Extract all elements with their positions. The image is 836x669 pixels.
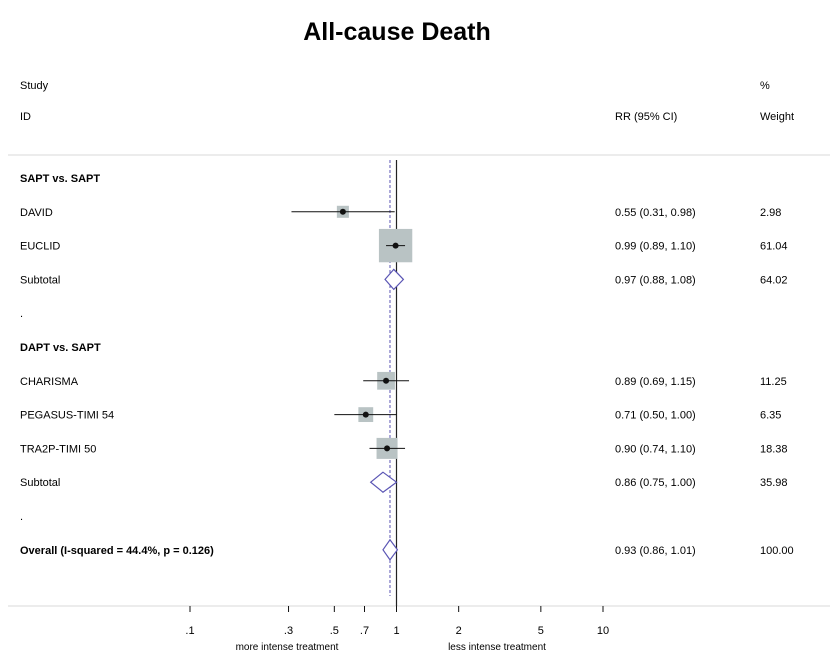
subtotal-diamond [369, 471, 398, 493]
header-weight: Weight [760, 111, 794, 123]
x-tick-label: .3 [284, 625, 293, 637]
overall-diamond [382, 538, 399, 561]
study-label: DAVID [20, 207, 53, 219]
effect-estimate-text: 0.99 (0.89, 1.10) [615, 241, 696, 253]
weight-text: 2.98 [760, 207, 781, 219]
weight-text: 11.25 [760, 376, 787, 388]
header-study: Study [20, 80, 49, 92]
weight-text: 100.00 [760, 545, 794, 557]
point-estimate [339, 208, 346, 215]
x-caption-right: less intense treatment [448, 642, 546, 653]
x-tick-label: .5 [330, 625, 339, 637]
group-header: SAPT vs. SAPT [20, 173, 100, 185]
overall-label: Overall (I-squared = 44.4%, p = 0.126) [20, 545, 214, 557]
subtotal-label: Subtotal [20, 477, 60, 489]
chart-title: All-cause Death [303, 18, 491, 46]
point-estimate [392, 242, 399, 249]
point-estimate [383, 377, 390, 384]
x-tick-label: 10 [597, 625, 609, 637]
row-spacer: . [20, 308, 23, 320]
x-caption-left: more intense treatment [236, 642, 339, 653]
study-rows: SAPT vs. SAPT DAVID 0.55 (0.31, 0.98) 2.98 E… [20, 173, 794, 561]
x-tick-label: 5 [538, 625, 544, 637]
study-label: PEGASUS-TIMI 54 [20, 410, 114, 422]
x-tick-label: 1 [393, 625, 399, 637]
weight-text: 35.98 [760, 477, 788, 489]
point-estimate [362, 411, 369, 418]
header-weight-symbol: % [760, 80, 770, 92]
weight-text: 64.02 [760, 274, 788, 286]
x-tick-label: .1 [185, 625, 194, 637]
effect-estimate-text: 0.86 (0.75, 1.00) [615, 477, 696, 489]
effect-estimate-text: 0.97 (0.88, 1.08) [615, 274, 696, 286]
x-tick-label: 2 [456, 625, 462, 637]
study-label: CHARISMA [20, 376, 79, 388]
subtotal-label: Subtotal [20, 274, 60, 286]
subtotal-diamond [384, 268, 405, 291]
effect-estimate-text: 0.90 (0.74, 1.10) [615, 443, 696, 455]
effect-estimate-text: 0.71 (0.50, 1.00) [615, 410, 696, 422]
x-tick-label: .7 [360, 625, 369, 637]
weight-text: 61.04 [760, 241, 788, 253]
study-label: EUCLID [20, 241, 60, 253]
weight-text: 18.38 [760, 443, 788, 455]
effect-estimate-text: 0.55 (0.31, 0.98) [615, 207, 696, 219]
x-axis: .1 .3 .5 .7 1 2 5 10 more intense treatment less … [185, 606, 609, 653]
point-estimate [384, 445, 391, 452]
group-header: DAPT vs. SAPT [20, 342, 101, 354]
header-id: ID [20, 111, 31, 123]
weight-text: 6.35 [760, 410, 781, 422]
effect-estimate-text: 0.93 (0.86, 1.01) [615, 545, 696, 557]
row-spacer: . [20, 511, 23, 523]
header-effect: RR (95% CI) [615, 111, 677, 123]
study-label: TRA2P-TIMI 50 [20, 443, 96, 455]
effect-estimate-text: 0.89 (0.69, 1.15) [615, 376, 696, 388]
